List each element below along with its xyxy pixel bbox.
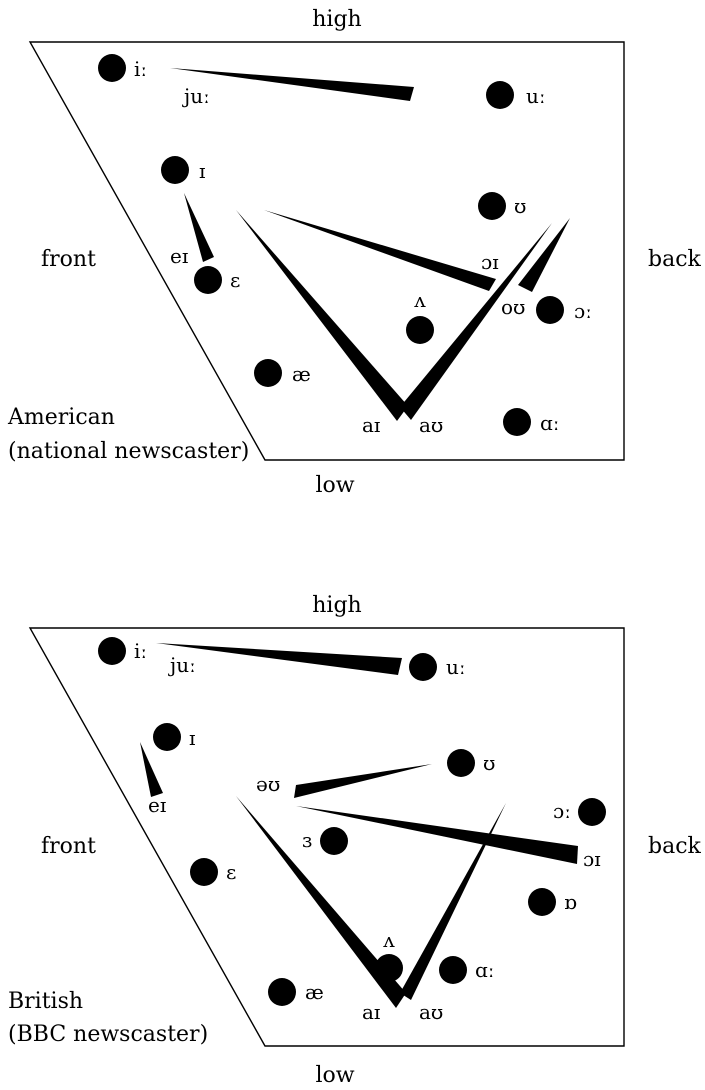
vowel-dot xyxy=(320,827,348,855)
vowel-dot xyxy=(194,266,222,294)
vowel-symbol: iː xyxy=(134,57,147,81)
vowel-dot xyxy=(578,798,606,826)
diphthong-label: aɪ xyxy=(362,1000,380,1024)
axis-label-back: back xyxy=(648,834,702,859)
vowel-symbol: iː xyxy=(134,639,147,663)
vowel-dot xyxy=(375,954,403,982)
vowel-symbol: ɔː xyxy=(553,799,571,823)
vowel-dot xyxy=(153,723,181,751)
vowel-symbol: ɛ xyxy=(226,860,236,884)
vowel-symbol: æ xyxy=(305,980,324,1004)
glide-ei xyxy=(140,742,163,797)
vowel-symbol: ɪ xyxy=(199,159,205,183)
chart-subtitle: (BBC newscaster) xyxy=(8,1022,208,1047)
glide-ai xyxy=(236,796,406,1008)
axis-label-low: low xyxy=(315,473,354,498)
vowel-dot xyxy=(486,81,514,109)
vowel-symbol: ʊ xyxy=(483,751,495,775)
axis-label-low: low xyxy=(315,1063,354,1088)
diphthong-label: əʊ xyxy=(256,772,280,796)
vowel-dot xyxy=(98,54,126,82)
vowel-symbol: ʊ xyxy=(514,194,526,218)
chart-title: British xyxy=(8,989,83,1014)
vowel-symbol: ɑː xyxy=(475,958,495,982)
vowel-dot xyxy=(268,978,296,1006)
vowel-symbol: ɛ xyxy=(230,268,240,292)
vowel-dot xyxy=(528,888,556,916)
diphthong-label: aʊ xyxy=(419,1000,443,1024)
diphthong-label: ɔɪ xyxy=(583,847,601,871)
vowel-dot xyxy=(161,156,189,184)
glide-ei xyxy=(184,193,214,262)
glide-au xyxy=(400,803,506,1000)
glide-oi xyxy=(264,210,496,291)
glide-oi xyxy=(296,806,578,864)
vowel-dot xyxy=(254,359,282,387)
axis-label-high: high xyxy=(312,593,361,618)
axis-label-back: back xyxy=(648,247,702,272)
vowel-symbol: ɒ xyxy=(564,890,577,914)
vowel-symbol: uː xyxy=(526,84,546,108)
vowel-dot xyxy=(406,316,434,344)
diphthong-label: aʊ xyxy=(419,413,443,437)
glide-au xyxy=(400,223,552,420)
glide-ju xyxy=(156,643,402,675)
diphthong-label: oʊ xyxy=(501,295,525,319)
diphthong-label: eɪ xyxy=(170,244,188,268)
vowel-symbol: ɜ xyxy=(302,828,312,852)
glide-ai xyxy=(236,210,408,421)
chart-subtitle: (national newscaster) xyxy=(8,439,249,464)
vowel-space-frame xyxy=(28,41,625,461)
vowel-symbol: uː xyxy=(446,655,466,679)
diphthong-label: juː xyxy=(168,653,196,677)
vowel-symbol: ʌ xyxy=(382,928,395,952)
vowel-dot xyxy=(536,296,564,324)
vowel-symbol: ɔː xyxy=(574,299,592,323)
diphthong-label: ɔɪ xyxy=(481,250,499,274)
vowel-symbol: ʌ xyxy=(413,288,426,312)
vowel-dot xyxy=(98,637,126,665)
american-vowel-chart: high low front back American (national n… xyxy=(7,7,702,498)
vowel-dot xyxy=(190,858,218,886)
vowel-dot xyxy=(478,192,506,220)
axis-label-high: high xyxy=(312,7,361,32)
diphthong-label: juː xyxy=(182,84,210,108)
vowel-dot xyxy=(439,956,467,984)
vowel-symbol: æ xyxy=(292,362,311,386)
vowel-symbol: ɑː xyxy=(540,411,560,435)
glide-ju xyxy=(170,68,414,101)
diphthong-label: eɪ xyxy=(148,793,166,817)
vowel-dot xyxy=(503,408,531,436)
vowel-symbol: ɪ xyxy=(189,726,195,750)
vowel-dot xyxy=(409,653,437,681)
vowel-space-frame xyxy=(28,627,625,1047)
glide-eu xyxy=(294,764,432,798)
vowel-dot xyxy=(447,749,475,777)
axis-label-front: front xyxy=(41,834,96,859)
chart-title: American xyxy=(7,405,115,430)
glide-ou xyxy=(518,218,570,292)
axis-label-front: front xyxy=(41,247,96,272)
british-vowel-chart: high low front back British (BBC newscas… xyxy=(8,593,702,1088)
diphthong-label: aɪ xyxy=(362,413,380,437)
